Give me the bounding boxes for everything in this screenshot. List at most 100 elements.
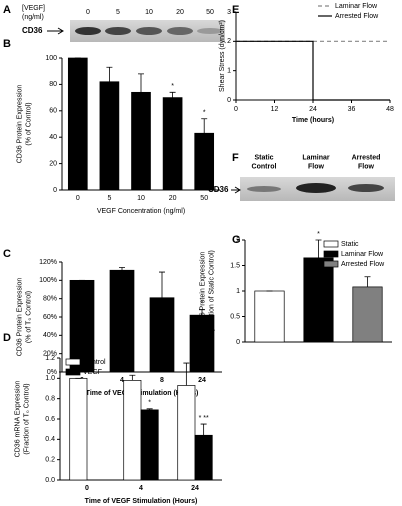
bar <box>162 97 183 191</box>
y-tick-label: 40 <box>49 134 57 141</box>
blot-lane-label: 0 <box>86 9 90 16</box>
blot-band-label: CD36 <box>22 26 43 35</box>
y-tick-label: 1 <box>236 288 240 295</box>
y-tick-label: 80% <box>43 296 57 303</box>
error-bar <box>119 267 125 271</box>
error-bar <box>169 91 176 98</box>
panel-letter: B <box>3 38 11 50</box>
blot-band <box>167 27 193 35</box>
y-axis-label: CD36 Protein Expression <box>199 252 206 331</box>
bar <box>303 257 334 343</box>
blot-lane-label: 10 <box>145 9 153 16</box>
y-axis-label: (Fraction of Static Control) <box>208 250 215 332</box>
bar <box>352 286 383 343</box>
panel-letter: D <box>3 332 11 344</box>
x-tick-label: 24 <box>191 485 199 492</box>
y-axis-label: (% of T₀ Control) <box>25 291 32 343</box>
legend-label: Control <box>83 359 106 366</box>
error-bar <box>315 239 322 258</box>
blot-lane-label: Arrested <box>352 154 381 161</box>
significance-label: * <box>317 231 320 238</box>
x-axis-label: VEGF Concentration (ng/ml) <box>97 208 185 215</box>
panel-letter: C <box>3 248 11 260</box>
y-tick-label: 60% <box>43 314 57 321</box>
blot-lane-label: 50 <box>206 9 214 16</box>
x-tick-label: 0 <box>76 195 80 202</box>
blot-band <box>75 27 101 35</box>
y-tick-label: 40% <box>43 332 57 339</box>
blot-band <box>136 27 162 35</box>
y-tick-label: 1.0 <box>45 375 55 382</box>
blot-lane-label: 5 <box>116 9 120 16</box>
y-tick-label: 0.6 <box>45 416 55 423</box>
x-tick-label: 50 <box>200 195 208 202</box>
legend-swatch <box>323 260 339 268</box>
error-bar <box>106 66 113 82</box>
significance-label: * <box>171 83 174 90</box>
x-tick-label: 0 <box>234 106 238 113</box>
x-tick-label: 8 <box>160 377 164 384</box>
blot-lane-label: Flow <box>308 163 324 170</box>
y-axis-label: CD36 Protein Expression <box>16 85 23 164</box>
significance-label: * <box>203 110 206 117</box>
y-tick-label: 1.2 <box>45 355 55 362</box>
error-bar <box>199 309 205 316</box>
bar <box>69 279 95 373</box>
bar <box>69 377 88 481</box>
bar <box>123 380 142 481</box>
y-tick-label: 100% <box>39 277 57 284</box>
error-bar <box>200 423 207 436</box>
x-tick-label: 48 <box>386 106 394 113</box>
error-bar <box>138 73 144 93</box>
blot-band <box>105 27 131 35</box>
x-tick-label: 0 <box>85 485 89 492</box>
legend-swatch <box>65 368 81 376</box>
y-tick-label: 0.2 <box>45 457 55 464</box>
bar <box>99 81 120 191</box>
x-tick-label: 24 <box>198 377 206 384</box>
x-tick-label: 5 <box>107 195 111 202</box>
y-axis-label: CD36 mRNA Expression <box>14 381 21 458</box>
x-tick-label: 10 <box>137 195 145 202</box>
blot-band <box>247 186 281 192</box>
legend-label: Arrested Flow <box>341 261 385 268</box>
blot-band <box>296 183 336 193</box>
legend-label: Laminar Flow <box>341 251 384 258</box>
bar <box>194 132 215 191</box>
line <box>236 40 390 101</box>
y-tick-label: 0.4 <box>45 436 55 443</box>
y-tick-label: 0% <box>47 369 57 376</box>
bar <box>194 434 213 481</box>
blot-lane-label: 20 <box>176 9 184 16</box>
bar <box>149 297 175 373</box>
x-tick-label: 20 <box>169 195 177 202</box>
significance-label: * <box>148 400 151 407</box>
y-tick-label: 2 <box>236 237 240 244</box>
y-tick-label: 0 <box>236 339 240 346</box>
legend-label: Static <box>341 241 359 248</box>
x-axis-label: Time of VEGF Stimulation (Hours) <box>86 390 199 397</box>
y-tick-label: 120% <box>39 259 57 266</box>
panel-letter: E <box>232 4 239 16</box>
panel-letter: G <box>232 234 241 246</box>
blot-lane-label: Control <box>252 163 277 170</box>
error-bar <box>201 118 208 134</box>
error-bar <box>146 408 153 410</box>
error-bar <box>129 374 136 381</box>
bar <box>109 269 135 373</box>
blot-header: (ng/ml) <box>22 14 44 21</box>
bar <box>67 57 88 191</box>
blot-lane-label: Laminar <box>302 154 330 161</box>
y-tick-label: 3 <box>227 9 231 16</box>
y-tick-label: 100 <box>45 55 57 62</box>
bar <box>140 409 159 481</box>
error-bar <box>159 271 165 298</box>
y-tick-label: 0 <box>53 187 57 194</box>
x-tick-label: 12 <box>271 106 279 113</box>
x-tick-label: 36 <box>348 106 356 113</box>
legend-label: Arrested Flow <box>335 13 379 20</box>
legend-swatch <box>323 250 339 258</box>
blot-header: [VEGF] <box>22 5 45 12</box>
error-bar <box>183 362 190 386</box>
